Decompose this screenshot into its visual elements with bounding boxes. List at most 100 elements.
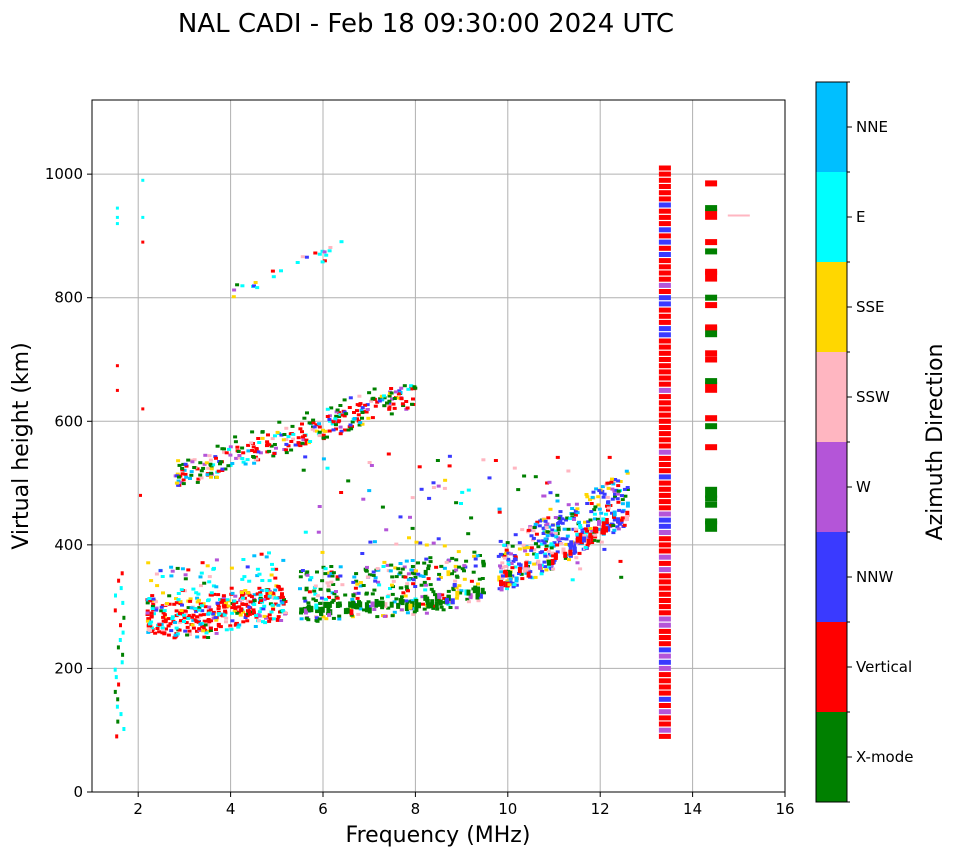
- echo-point: [658, 554, 671, 560]
- echo-point: [401, 591, 406, 595]
- echo-point: [326, 584, 331, 588]
- echo-point: [351, 580, 356, 584]
- echo-point: [594, 527, 599, 534]
- echo-point: [601, 517, 606, 524]
- echo-point: [150, 594, 155, 598]
- echo-point: [339, 429, 344, 433]
- y-tick-label: 400: [54, 536, 83, 554]
- colorbar-tick-label: NNE: [856, 118, 888, 136]
- echo-point: [472, 550, 477, 554]
- echo-point: [193, 618, 198, 622]
- echo-point: [506, 551, 511, 555]
- echo-point: [215, 475, 219, 479]
- echo-point: [538, 563, 542, 570]
- echo-point: [452, 584, 457, 588]
- echo-point: [658, 214, 671, 220]
- echo-point: [122, 727, 126, 731]
- echo-point: [454, 568, 459, 572]
- echo-point: [549, 532, 554, 536]
- echo-point: [411, 612, 416, 616]
- echo-point: [243, 616, 248, 619]
- echo-point: [257, 586, 262, 590]
- echo-point: [354, 603, 359, 610]
- echo-point: [214, 628, 218, 631]
- echo-point: [148, 624, 153, 628]
- echo-point: [218, 598, 222, 601]
- echo-point: [658, 202, 671, 208]
- echo-point: [169, 565, 174, 569]
- echo-point: [546, 549, 551, 553]
- echo-point: [658, 622, 671, 628]
- echo-point: [431, 486, 436, 489]
- echo-point: [237, 605, 242, 609]
- echo-point: [411, 582, 416, 586]
- echo-point: [346, 479, 351, 483]
- echo-point: [610, 497, 615, 501]
- echo-point: [620, 498, 625, 502]
- echo-point: [658, 585, 671, 591]
- echo-point: [597, 519, 601, 526]
- echo-point: [194, 620, 199, 624]
- echo-point: [502, 581, 507, 588]
- echo-point: [228, 463, 233, 467]
- echo-point: [263, 595, 268, 598]
- echo-point: [478, 592, 483, 599]
- echo-point: [271, 595, 276, 599]
- echo-point: [658, 258, 671, 264]
- echo-point: [625, 488, 630, 491]
- echo-point: [574, 529, 579, 533]
- echo-point: [527, 561, 532, 565]
- echo-point: [195, 615, 200, 619]
- echo-point: [553, 552, 558, 559]
- echo-point: [411, 397, 415, 401]
- echo-point: [338, 413, 343, 417]
- echo-point: [462, 569, 466, 573]
- echo-point: [324, 253, 329, 257]
- echo-point: [232, 599, 237, 603]
- echo-point: [201, 613, 206, 617]
- echo-point: [179, 609, 184, 612]
- echo-point: [466, 488, 471, 492]
- echo-point: [328, 419, 332, 423]
- echo-point: [326, 588, 331, 592]
- echo-point: [197, 606, 202, 610]
- echo-point: [360, 416, 364, 420]
- echo-point: [658, 319, 671, 325]
- echo-point: [544, 526, 549, 530]
- echo-point: [658, 431, 671, 437]
- echo-point: [541, 532, 546, 535]
- echo-point: [268, 617, 273, 621]
- echo-point: [325, 435, 329, 439]
- x-tick-label: 12: [591, 800, 610, 818]
- echo-point: [390, 397, 394, 401]
- echo-point: [252, 593, 257, 597]
- echo-point: [342, 398, 347, 402]
- echo-point: [394, 390, 398, 394]
- echo-point: [499, 585, 504, 592]
- echo-point: [623, 494, 628, 498]
- echo-point: [235, 445, 240, 449]
- echo-point: [481, 561, 486, 565]
- echo-point: [379, 394, 384, 398]
- echo-point: [256, 437, 261, 440]
- echo-point: [377, 399, 382, 403]
- echo-point: [226, 464, 231, 468]
- echo-point: [265, 444, 269, 448]
- echo-point: [182, 468, 187, 472]
- echo-point: [533, 522, 538, 526]
- echo-point: [331, 616, 336, 620]
- echo-point: [390, 575, 395, 579]
- echo-point: [250, 449, 255, 452]
- echo-point: [334, 590, 338, 593]
- echo-point: [121, 630, 125, 635]
- echo-point: [327, 595, 331, 599]
- echo-point: [367, 607, 372, 614]
- echo-point: [544, 568, 549, 572]
- echo-point: [414, 598, 419, 605]
- echo-point: [658, 560, 671, 566]
- echo-point: [115, 734, 119, 739]
- echo-point: [240, 457, 245, 460]
- echo-point: [148, 599, 153, 602]
- echo-point: [174, 601, 179, 605]
- echo-point: [270, 562, 274, 566]
